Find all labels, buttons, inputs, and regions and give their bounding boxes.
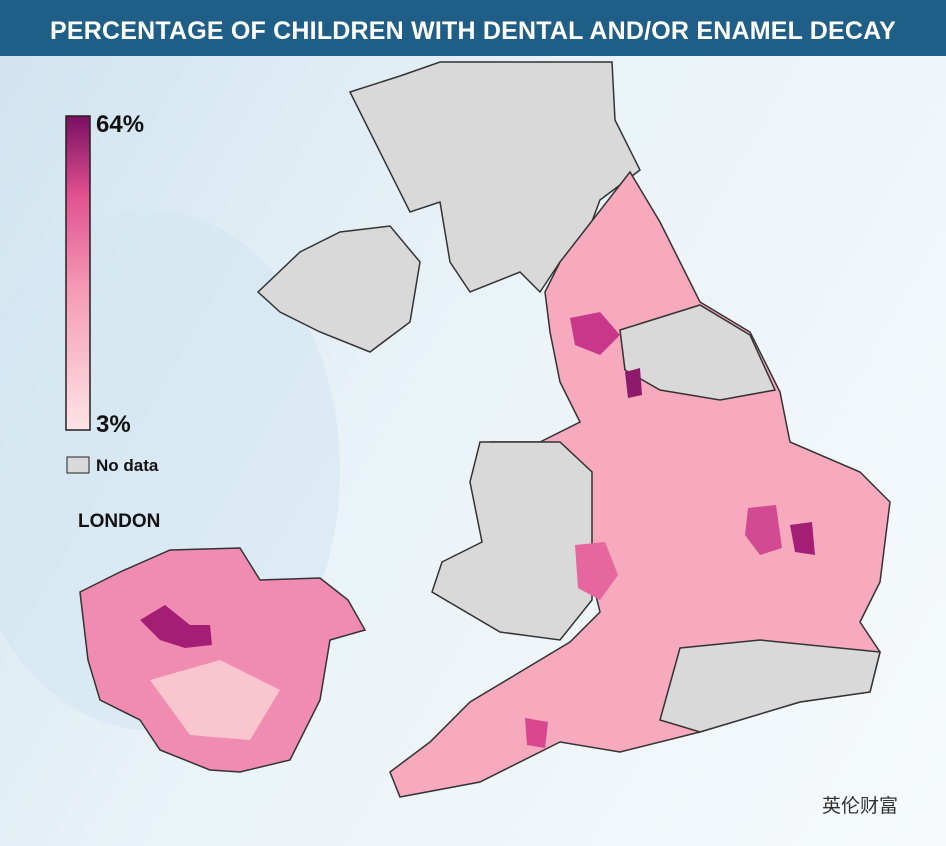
london-low-area (150, 660, 280, 740)
wales (431, 441, 593, 641)
scotland (348, 61, 641, 294)
london-inset (79, 547, 367, 773)
inset-title: LONDON (78, 511, 160, 532)
high-area (625, 368, 642, 398)
legend-max: 64% (96, 111, 144, 138)
high-area (525, 718, 548, 748)
legend-min: 3% (96, 411, 131, 438)
no-data-swatch (66, 456, 90, 474)
high-area (790, 522, 815, 555)
watermark: 英伦财富 (822, 795, 898, 817)
high-area (745, 505, 782, 555)
high-area (575, 542, 618, 600)
south-east-no-data (659, 639, 881, 733)
colorbar (65, 115, 91, 431)
northern-ireland (256, 225, 421, 353)
high-area (570, 312, 620, 355)
title: PERCENTAGE OF CHILDREN WITH DENTAL AND/O… (0, 0, 946, 56)
london-high-area (140, 605, 212, 648)
no-data-label: No data (96, 456, 159, 475)
